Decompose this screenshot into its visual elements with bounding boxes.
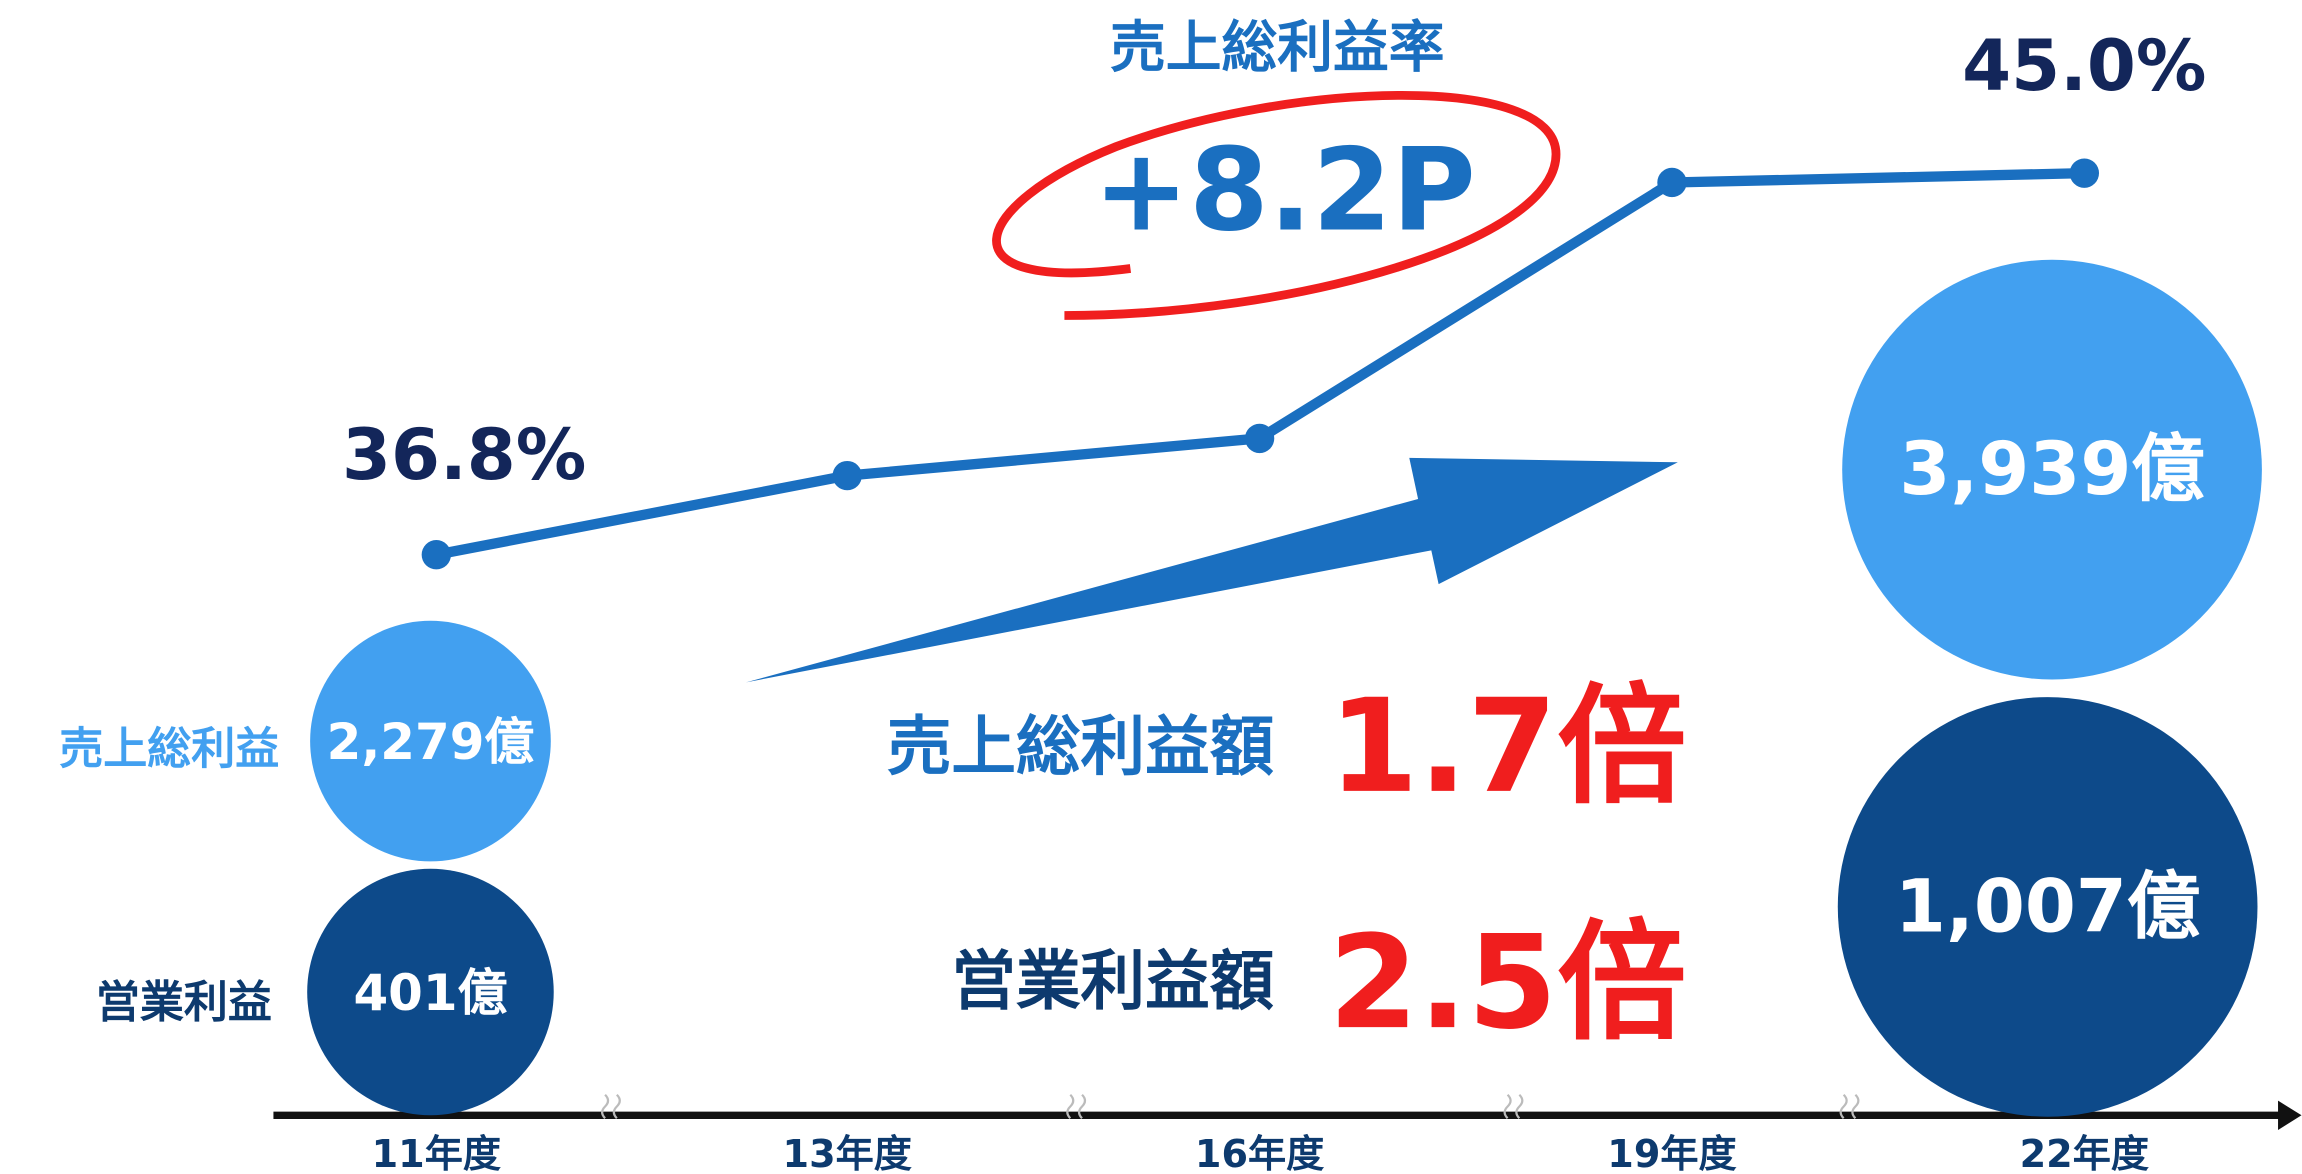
bubble-label: 401億 xyxy=(353,964,507,1022)
bubble xyxy=(307,868,554,1116)
line-point xyxy=(832,460,862,491)
axis-breaks xyxy=(601,1093,1860,1120)
bubble-legend: 売上総利益 xyxy=(59,723,279,774)
bubble-label: 2,279億 xyxy=(327,713,535,771)
trend-arrow xyxy=(745,457,1678,683)
operating-ratio: 2.5倍 xyxy=(1329,908,1687,1058)
bubble-label: 3,939億 xyxy=(1899,427,2204,512)
line-title: 売上総利益率 xyxy=(1110,16,1445,81)
bubble xyxy=(310,620,551,862)
line-point xyxy=(1244,423,1275,454)
bubble-label: 1,007億 xyxy=(1895,864,2200,949)
x-tick-label: 11年度 xyxy=(372,1132,501,1174)
bubble-legend: 営業利益 xyxy=(96,977,272,1028)
line-point xyxy=(421,540,452,570)
bubble xyxy=(1842,259,2262,680)
x-tick-label: 13年度 xyxy=(783,1132,912,1174)
gross-ratio-label: 売上総利益額 xyxy=(887,710,1274,785)
line-point xyxy=(1657,167,1687,198)
x-tick-label: 19年度 xyxy=(1607,1132,1736,1174)
operating-ratio-label: 営業利益額 xyxy=(951,945,1274,1020)
data-label: 45.0% xyxy=(1962,25,2206,107)
x-tick-label: 22年度 xyxy=(2020,1132,2149,1174)
rate-change: +8.2P xyxy=(1093,123,1476,256)
line-point xyxy=(2069,158,2100,188)
highlight-ellipse xyxy=(992,90,1561,320)
x-tick-label: 16年度 xyxy=(1195,1132,1324,1174)
x-axis-arrow xyxy=(2278,1100,2302,1130)
gross-ratio: 1.7倍 xyxy=(1329,672,1687,822)
bubble xyxy=(1837,697,2258,1117)
data-label: 36.8% xyxy=(342,414,586,496)
